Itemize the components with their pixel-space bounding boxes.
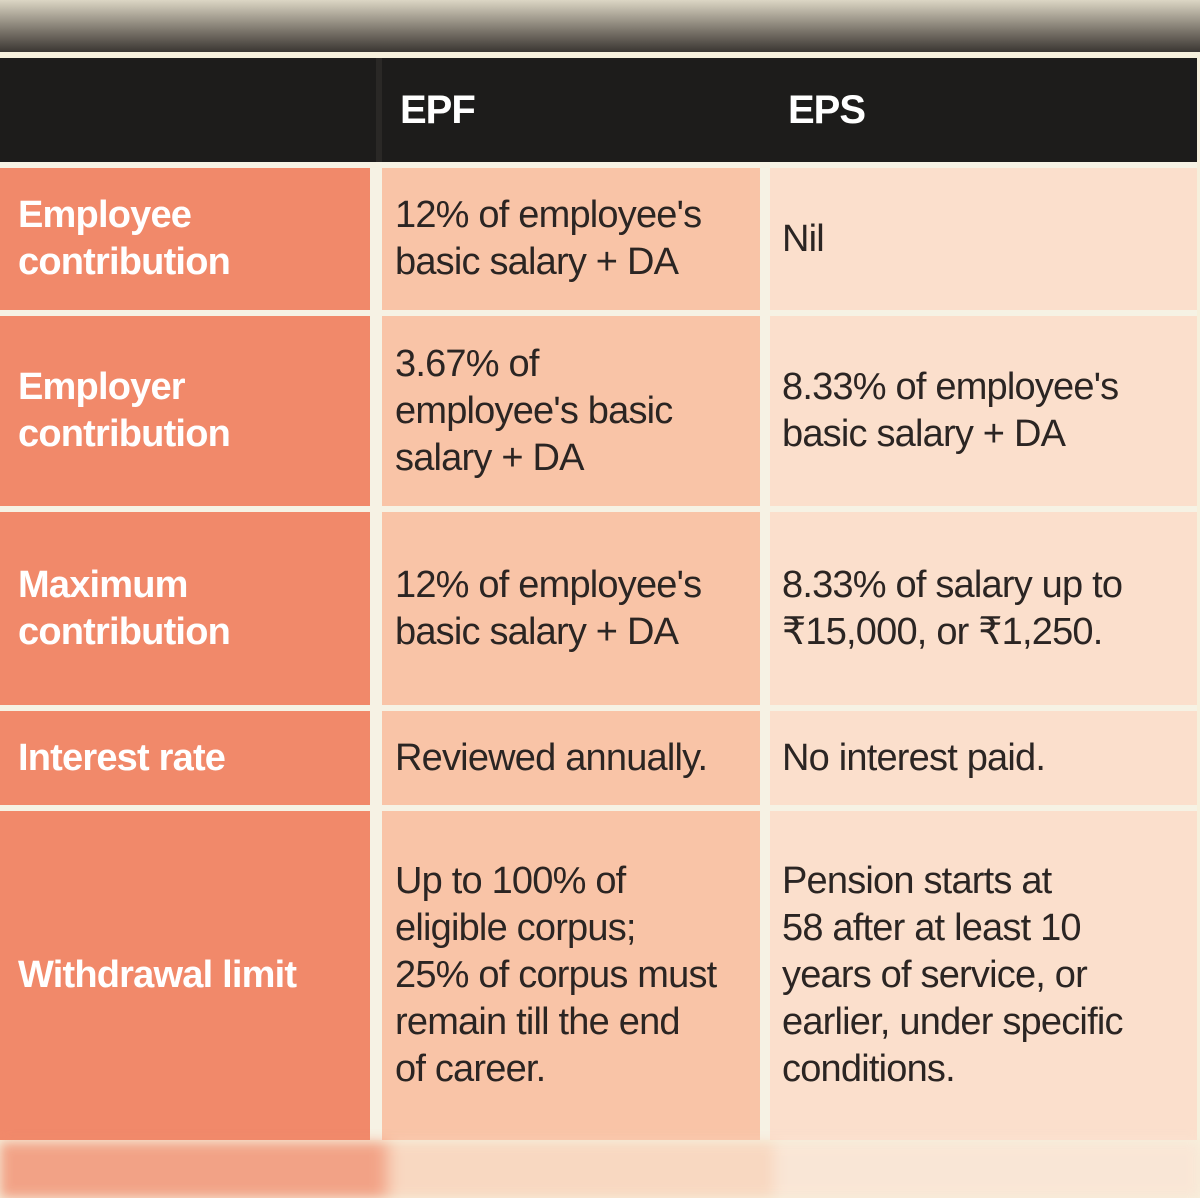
header-epf: EPF [382,58,770,162]
eps-withdrawal-limit: Pension starts at 58 after at least 10 yea… [770,805,1197,1140]
eps-interest-rate: No interest paid. [770,705,1197,805]
row-label-employer-contribution: Employer contribution [0,310,382,506]
eps-maximum-contribution: 8.33% of salary up to ₹15,000, or ₹1,250. [770,506,1197,705]
epf-employer-contribution: 3.67% of employee's basic salary + DA [382,310,770,506]
row-label-maximum-contribution: Maximum contribution [0,506,382,705]
top-edge-background [0,0,1200,52]
eps-employee-contribution: Nil [770,162,1197,310]
row-label-interest-rate: Interest rate [0,705,382,805]
epf-employee-contribution: 12% of employee's basic salary + DA [382,162,770,310]
header-corner-cell [0,58,382,162]
epf-maximum-contribution: 12% of employee's basic salary + DA [382,506,770,705]
epf-eps-comparison-table: EPF EPS Employee contribution 12% of empl… [0,58,1197,1140]
row-label-employee-contribution: Employee contribution [0,162,382,310]
epf-withdrawal-limit: Up to 100% of eligible corpus; 25% of corp… [382,805,770,1140]
bottom-edge-background [0,1142,1200,1198]
epf-interest-rate: Reviewed annually. [382,705,770,805]
eps-employer-contribution: 8.33% of employee's basic salary + DA [770,310,1197,506]
header-eps: EPS [770,58,1197,162]
row-label-withdrawal-limit: Withdrawal limit [0,805,382,1140]
